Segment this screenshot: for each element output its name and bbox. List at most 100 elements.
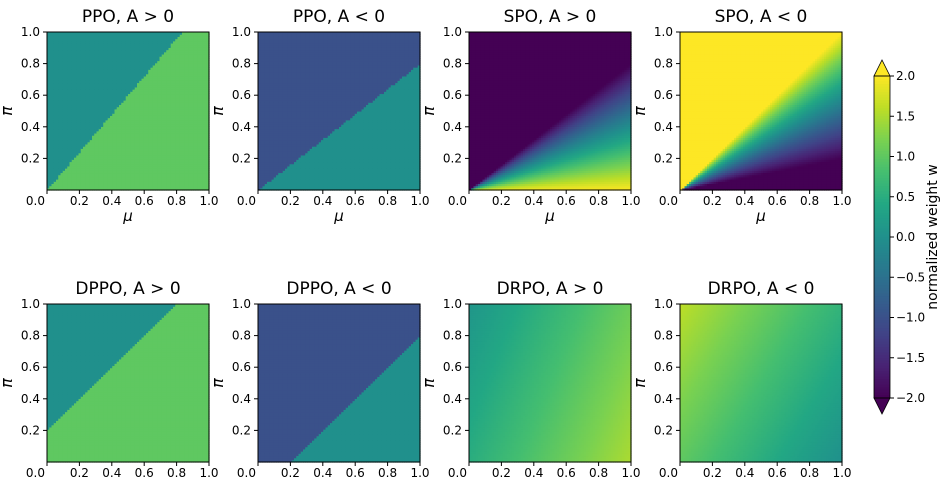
heatmap-cell [71,75,75,79]
heatmap-cell [56,135,59,138]
heatmap-cell [62,172,66,176]
heatmap-cell [112,58,116,62]
heatmap-cell [112,159,116,163]
heatmap-cell [53,185,57,189]
heatmap-cell [98,108,102,112]
heatmap-cell [69,62,73,66]
heatmap-cell [105,126,109,130]
heatmap-cell [65,75,68,79]
heatmap-cell [60,73,64,77]
heatmap-cell [60,49,64,53]
heatmap-cell [58,163,62,167]
heatmap-cell [67,51,71,55]
heatmap-cell [76,111,80,114]
heatmap-cell [76,137,80,141]
heatmap-cell [65,159,68,163]
heatmap-cell [78,146,82,149]
heatmap-cell [98,141,102,145]
heatmap-cell [65,80,68,84]
heatmap-cell [96,51,100,55]
heatmap-cell [101,51,104,55]
heatmap-cell [56,56,59,59]
heatmap-cell [80,100,84,103]
heatmap-cell [83,130,86,134]
heatmap-cell [87,53,91,57]
heatmap-cell [53,62,57,66]
heatmap-cell [112,106,116,110]
heatmap-cell [101,45,104,48]
heatmap-cell [53,78,57,81]
heatmap-cell [58,141,62,145]
heatmap-cell [78,51,82,55]
heatmap-cell [105,117,109,121]
heatmap-cell [60,126,64,130]
heatmap-cell [107,113,111,116]
heatmap-cell [92,86,95,90]
heatmap-cell [62,121,66,125]
heatmap-cell [107,97,111,101]
heatmap-cell [62,106,66,110]
heatmap-cell [110,56,113,59]
heatmap-cell [65,106,68,110]
heatmap-cell [47,161,50,165]
heatmap-cell [103,128,107,132]
heatmap-cell [62,181,66,185]
heatmap-cell [105,124,109,127]
heatmap-cell [49,60,53,64]
heatmap-cell [89,75,93,79]
heatmap-cell [67,124,71,127]
heatmap-cell [94,143,98,147]
heatmap-cell [87,67,91,70]
heatmap-cell [112,150,116,154]
heatmap-cell [92,95,95,99]
heatmap-cell [98,100,102,103]
heatmap-cell [67,161,71,165]
heatmap-cell [76,62,80,66]
heatmap-cell [71,139,75,143]
heatmap-cell [47,139,50,143]
heatmap-cell [107,64,111,68]
heatmap-cell [71,64,75,68]
heatmap-cell [105,106,109,110]
heatmap-cell [76,89,80,92]
heatmap-cell [65,67,68,70]
heatmap-cell [85,168,89,171]
heatmap-cell [53,135,57,138]
heatmap-cell [71,132,75,136]
heatmap-cell [71,148,75,152]
heatmap-cell [56,73,59,77]
heatmap-cell [58,113,62,116]
heatmap-cell [60,179,64,182]
heatmap-cell [87,168,91,171]
heatmap-cell [62,179,66,182]
heatmap-cell [94,45,98,48]
heatmap-cell [92,106,95,110]
heatmap-cell [71,91,75,95]
heatmap-cell [103,150,107,154]
heatmap-cell [112,73,116,77]
heatmap-cell [85,130,89,134]
heatmap-cell [49,73,53,77]
heatmap-cell [49,42,53,46]
heatmap-cell [112,108,116,112]
heatmap-cell [98,49,102,53]
heatmap-cell [60,60,64,64]
heatmap-cell [62,139,66,143]
heatmap-cell [60,161,64,165]
heatmap-cell [49,163,53,167]
heatmap-cell [89,84,93,88]
heatmap-cell [80,60,84,64]
heatmap-cell [107,146,111,149]
heatmap-cell [87,174,91,178]
heatmap-cell [80,124,84,127]
heatmap-cell [51,32,55,35]
heatmap-cell [101,89,104,92]
heatmap-cell [101,137,104,141]
heatmap-cell [65,117,68,121]
heatmap-cell [94,56,98,59]
heatmap-cell [71,161,75,165]
heatmap-cell [92,53,95,57]
heatmap-cell [65,62,68,66]
heatmap-cell [83,62,86,66]
heatmap-cell [103,141,107,145]
